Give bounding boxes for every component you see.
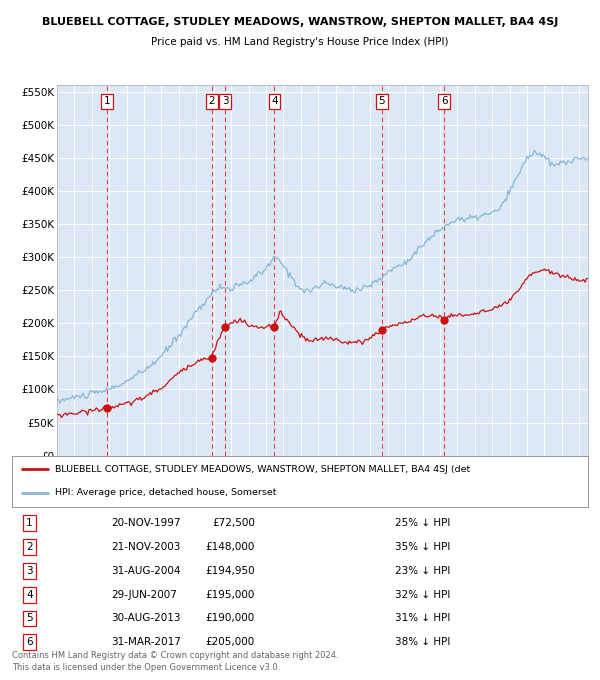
Text: HPI: Average price, detached house, Somerset: HPI: Average price, detached house, Some… xyxy=(55,488,277,497)
Text: 2: 2 xyxy=(26,542,33,552)
Text: £195,000: £195,000 xyxy=(205,590,254,600)
Text: Price paid vs. HM Land Registry's House Price Index (HPI): Price paid vs. HM Land Registry's House … xyxy=(151,37,449,48)
Text: 31% ↓ HPI: 31% ↓ HPI xyxy=(395,613,451,624)
Text: 25% ↓ HPI: 25% ↓ HPI xyxy=(395,518,451,528)
Text: 32% ↓ HPI: 32% ↓ HPI xyxy=(395,590,451,600)
Text: Contains HM Land Registry data © Crown copyright and database right 2024.: Contains HM Land Registry data © Crown c… xyxy=(12,651,338,660)
Text: 20-NOV-1997: 20-NOV-1997 xyxy=(112,518,181,528)
Text: 2: 2 xyxy=(208,96,215,106)
Text: £194,950: £194,950 xyxy=(205,566,254,576)
Text: 31-MAR-2017: 31-MAR-2017 xyxy=(112,637,181,647)
Text: £72,500: £72,500 xyxy=(212,518,254,528)
Text: £148,000: £148,000 xyxy=(205,542,254,552)
Text: 5: 5 xyxy=(26,613,33,624)
Text: BLUEBELL COTTAGE, STUDLEY MEADOWS, WANSTROW, SHEPTON MALLET, BA4 4SJ (det: BLUEBELL COTTAGE, STUDLEY MEADOWS, WANST… xyxy=(55,465,470,474)
Text: 30-AUG-2013: 30-AUG-2013 xyxy=(112,613,181,624)
Text: 23% ↓ HPI: 23% ↓ HPI xyxy=(395,566,451,576)
Text: 6: 6 xyxy=(441,96,448,106)
Text: 38% ↓ HPI: 38% ↓ HPI xyxy=(395,637,451,647)
Text: This data is licensed under the Open Government Licence v3.0.: This data is licensed under the Open Gov… xyxy=(12,663,280,672)
Text: 6: 6 xyxy=(26,637,33,647)
Text: 35% ↓ HPI: 35% ↓ HPI xyxy=(395,542,451,552)
Text: 31-AUG-2004: 31-AUG-2004 xyxy=(112,566,181,576)
Text: BLUEBELL COTTAGE, STUDLEY MEADOWS, WANSTROW, SHEPTON MALLET, BA4 4SJ: BLUEBELL COTTAGE, STUDLEY MEADOWS, WANST… xyxy=(42,17,558,27)
Text: 4: 4 xyxy=(271,96,278,106)
Text: £190,000: £190,000 xyxy=(205,613,254,624)
Text: 4: 4 xyxy=(26,590,33,600)
Text: 29-JUN-2007: 29-JUN-2007 xyxy=(112,590,177,600)
Text: £205,000: £205,000 xyxy=(205,637,254,647)
Text: 1: 1 xyxy=(26,518,33,528)
Text: 21-NOV-2003: 21-NOV-2003 xyxy=(112,542,181,552)
Text: 1: 1 xyxy=(104,96,110,106)
Text: 3: 3 xyxy=(222,96,229,106)
Text: 3: 3 xyxy=(26,566,33,576)
Text: 5: 5 xyxy=(379,96,385,106)
